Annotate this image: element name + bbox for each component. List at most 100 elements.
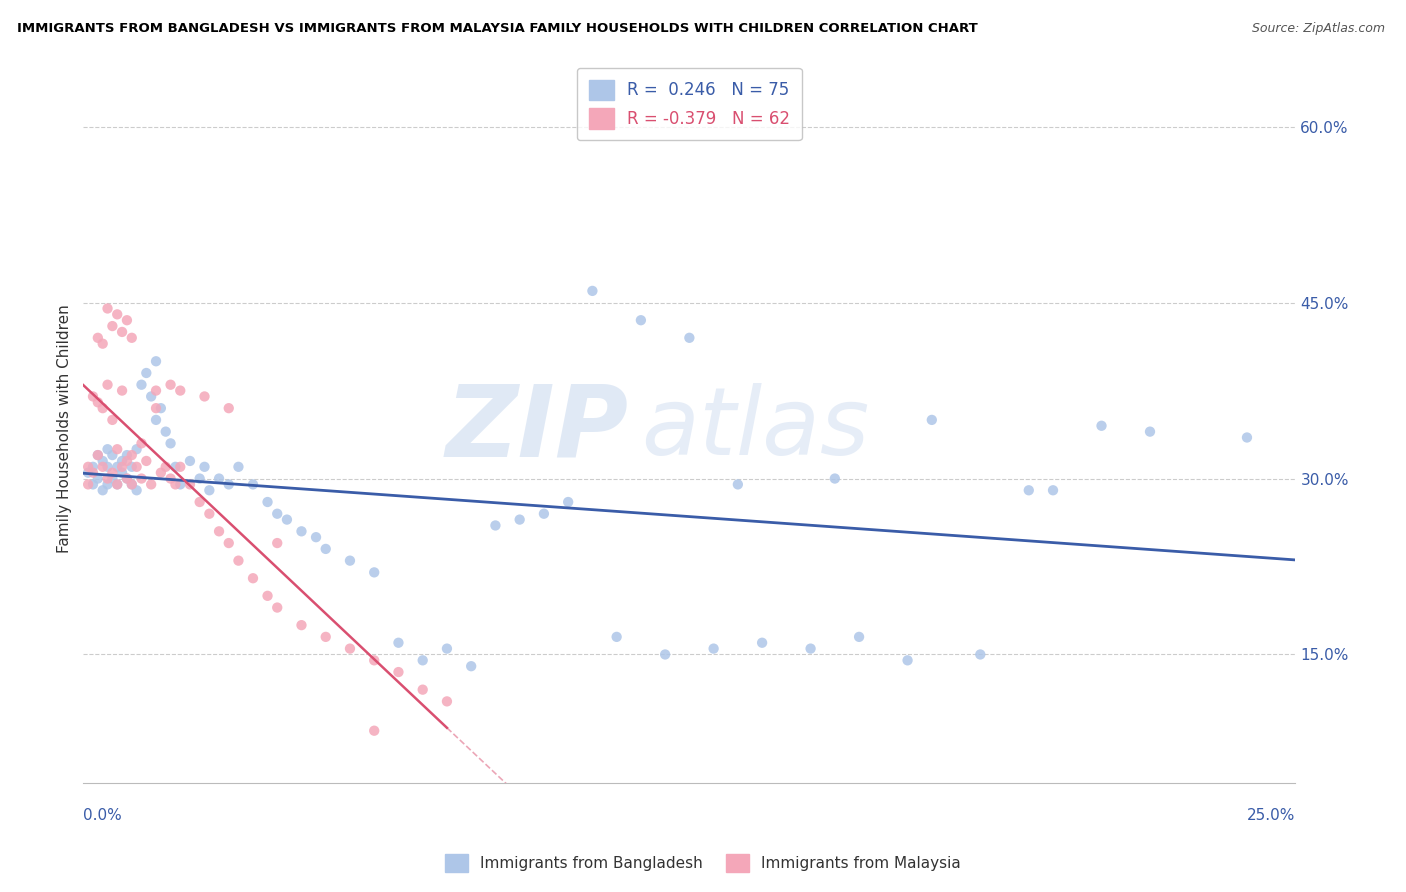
Point [165, 459, 187, 474]
Point [242, 477, 264, 491]
Text: 25.0%: 25.0% [1247, 808, 1295, 823]
Point [703, 641, 725, 656]
Point [155, 425, 177, 439]
Point [111, 466, 134, 480]
Point [606, 630, 628, 644]
Point [101, 466, 124, 480]
Point [159, 377, 181, 392]
Point [87, 448, 110, 462]
Point [188, 471, 211, 485]
Point [751, 636, 773, 650]
Point [218, 536, 240, 550]
Point [165, 477, 187, 491]
Point [315, 541, 337, 556]
Point [155, 459, 177, 474]
Point [533, 507, 555, 521]
Point [96, 471, 118, 485]
Point [135, 454, 157, 468]
Point [105, 459, 128, 474]
Point [218, 477, 240, 491]
Point [125, 442, 148, 457]
Point [1018, 483, 1040, 498]
Point [121, 448, 143, 462]
Legend: Immigrants from Bangladesh, Immigrants from Malaysia: Immigrants from Bangladesh, Immigrants f… [437, 846, 969, 880]
Point [101, 448, 124, 462]
Point [131, 377, 153, 392]
Point [77, 477, 100, 491]
Point [115, 471, 138, 485]
Point [96, 477, 118, 491]
Point [82, 466, 104, 480]
Point [87, 331, 110, 345]
Point [111, 384, 134, 398]
Y-axis label: Family Households with Children: Family Households with Children [58, 304, 72, 553]
Text: 0.0%: 0.0% [83, 808, 122, 823]
Text: atlas: atlas [641, 384, 869, 475]
Point [115, 313, 138, 327]
Point [87, 471, 110, 485]
Point [101, 319, 124, 334]
Point [87, 448, 110, 462]
Point [149, 466, 172, 480]
Point [256, 589, 278, 603]
Point [228, 459, 250, 474]
Point [159, 436, 181, 450]
Text: ZIP: ZIP [446, 380, 628, 477]
Point [208, 471, 231, 485]
Point [91, 483, 114, 498]
Point [179, 454, 201, 468]
Point [145, 384, 167, 398]
Text: IMMIGRANTS FROM BANGLADESH VS IMMIGRANTS FROM MALAYSIA FAMILY HOUSEHOLDS WITH CH: IMMIGRANTS FROM BANGLADESH VS IMMIGRANTS… [17, 22, 977, 36]
Point [208, 524, 231, 539]
Point [179, 477, 201, 491]
Point [77, 466, 100, 480]
Point [921, 413, 943, 427]
Point [188, 495, 211, 509]
Point [91, 401, 114, 416]
Point [149, 401, 172, 416]
Point [141, 477, 163, 491]
Point [121, 459, 143, 474]
Point [969, 648, 991, 662]
Point [105, 477, 128, 491]
Point [412, 682, 434, 697]
Point [363, 566, 385, 580]
Point [198, 507, 221, 521]
Point [145, 354, 167, 368]
Point [339, 554, 361, 568]
Point [290, 524, 312, 539]
Point [121, 477, 143, 491]
Point [557, 495, 579, 509]
Point [266, 507, 288, 521]
Point [363, 653, 385, 667]
Point [484, 518, 506, 533]
Point [111, 459, 134, 474]
Point [169, 477, 191, 491]
Point [848, 630, 870, 644]
Point [82, 389, 104, 403]
Point [387, 665, 409, 679]
Point [1042, 483, 1064, 498]
Point [91, 454, 114, 468]
Point [460, 659, 482, 673]
Point [654, 648, 676, 662]
Point [363, 723, 385, 738]
Point [145, 401, 167, 416]
Point [242, 571, 264, 585]
Point [87, 395, 110, 409]
Point [1090, 418, 1112, 433]
Point [315, 630, 337, 644]
Point [169, 384, 191, 398]
Point [800, 641, 823, 656]
Point [82, 477, 104, 491]
Point [141, 389, 163, 403]
Point [125, 483, 148, 498]
Point [896, 653, 918, 667]
Point [169, 459, 191, 474]
Point [339, 641, 361, 656]
Point [193, 459, 215, 474]
Point [96, 377, 118, 392]
Point [228, 554, 250, 568]
Point [159, 471, 181, 485]
Point [96, 442, 118, 457]
